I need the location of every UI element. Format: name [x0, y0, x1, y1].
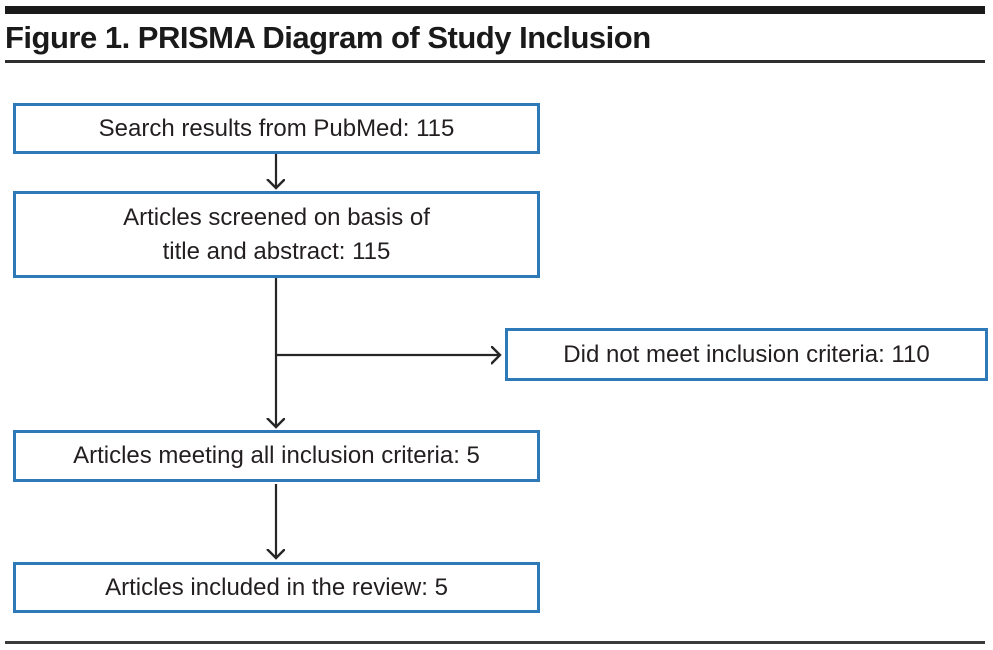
flow-box-search-results: Search results from PubMed: 115	[13, 103, 540, 154]
flow-box-label: Did not meet inclusion criteria: 110	[563, 340, 930, 368]
flow-box-meeting-criteria: Articles meeting all inclusion criteria:…	[13, 430, 540, 482]
figure-title: Figure 1. PRISMA Diagram of Study Inclus…	[5, 20, 651, 55]
bottom-divider-rule	[5, 641, 985, 644]
top-divider-bar	[5, 6, 985, 14]
flow-box-label: Articles included in the review: 5	[105, 573, 448, 601]
flow-box-did-not-meet-criteria: Did not meet inclusion criteria: 110	[505, 328, 988, 381]
flow-box-label: Search results from PubMed: 115	[98, 114, 455, 142]
title-underline-rule	[5, 60, 985, 63]
flow-box-label-line1: Articles screened on basis of	[123, 203, 430, 231]
flow-box-included-in-review: Articles included in the review: 5	[13, 562, 540, 613]
flow-box-label-line2: title and abstract: 115	[162, 237, 391, 265]
flow-box-label: Articles meeting all inclusion criteria:…	[73, 442, 480, 469]
flow-box-articles-screened: Articles screened on basis of title and …	[13, 191, 540, 278]
